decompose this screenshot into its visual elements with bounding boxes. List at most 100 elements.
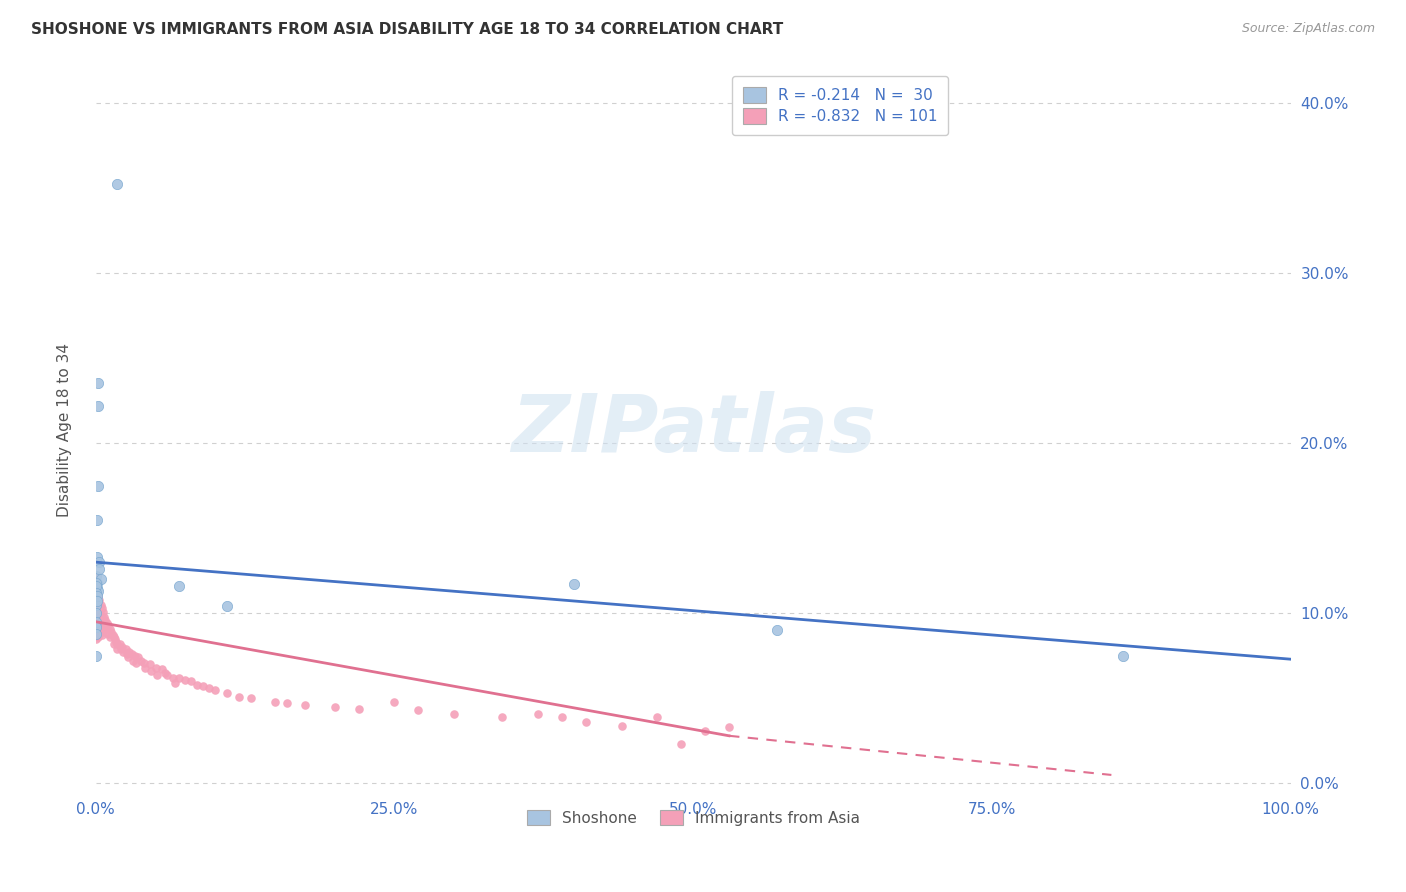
Legend: Shoshone, Immigrants from Asia: Shoshone, Immigrants from Asia [517, 801, 869, 835]
Point [198, 681, 221, 695]
Point [114, 642, 136, 657]
Point [89, 562, 111, 576]
Point [87, 589, 110, 603]
Point [84, 598, 107, 612]
Point [718, 720, 741, 734]
Point [180, 674, 202, 689]
Point [91, 615, 114, 629]
Point [110, 642, 132, 657]
Point [108, 637, 131, 651]
Point [87, 596, 110, 610]
Point [87, 615, 110, 629]
Point [162, 671, 184, 685]
Point [186, 678, 208, 692]
Point [766, 624, 789, 638]
Point [323, 699, 346, 714]
Point [89, 555, 111, 569]
Point [87, 606, 110, 620]
Point [84, 586, 107, 600]
Point [127, 650, 149, 665]
Point [647, 710, 669, 724]
Point [562, 577, 585, 591]
Point [145, 661, 167, 675]
Point [93, 618, 115, 632]
Point [111, 640, 134, 655]
Point [124, 648, 146, 663]
Point [610, 718, 633, 732]
Point [90, 611, 112, 625]
Point [86, 581, 108, 595]
Point [217, 686, 239, 700]
Point [90, 601, 112, 615]
Point [84, 575, 107, 590]
Point [240, 691, 263, 706]
Point [84, 615, 107, 629]
Point [112, 645, 135, 659]
Point [276, 697, 298, 711]
Point [86, 594, 108, 608]
Point [139, 664, 162, 678]
Point [103, 630, 125, 644]
Point [84, 624, 107, 638]
Point [89, 605, 111, 619]
Point [132, 656, 155, 670]
Point [86, 618, 108, 632]
Point [101, 628, 124, 642]
Point [84, 606, 107, 620]
Point [86, 513, 108, 527]
Point [89, 622, 111, 636]
Point [84, 648, 107, 663]
Point [264, 695, 287, 709]
Point [384, 695, 406, 709]
Point [163, 676, 186, 690]
Point [104, 632, 127, 646]
Point [156, 667, 179, 681]
Point [86, 575, 108, 590]
Point [84, 589, 107, 603]
Point [90, 628, 112, 642]
Point [86, 589, 108, 603]
Point [87, 376, 110, 391]
Point [84, 581, 107, 595]
Point [93, 609, 115, 624]
Y-axis label: Disability Age 18 to 34: Disability Age 18 to 34 [58, 343, 72, 517]
Point [105, 642, 128, 657]
Point [91, 605, 114, 619]
Point [527, 706, 550, 721]
Point [105, 635, 128, 649]
Point [121, 654, 143, 668]
Point [98, 622, 121, 636]
Point [129, 654, 152, 668]
Point [103, 637, 125, 651]
Point [100, 624, 122, 639]
Point [125, 656, 148, 670]
Text: ZIPatlas: ZIPatlas [510, 392, 876, 469]
Point [174, 673, 197, 687]
Point [575, 715, 598, 730]
Point [294, 698, 316, 713]
Point [121, 647, 143, 661]
Point [96, 616, 118, 631]
Point [347, 701, 370, 715]
Point [84, 598, 107, 612]
Point [87, 399, 110, 413]
Point [115, 647, 138, 661]
Point [217, 599, 239, 614]
Point [84, 568, 107, 582]
Point [87, 624, 110, 638]
Point [87, 584, 110, 599]
Point [87, 478, 110, 492]
Point [90, 620, 112, 634]
Point [551, 710, 574, 724]
Point [134, 661, 156, 675]
Text: Source: ZipAtlas.com: Source: ZipAtlas.com [1241, 22, 1375, 36]
Point [105, 178, 128, 192]
Point [105, 637, 128, 651]
Point [86, 611, 108, 625]
Point [84, 615, 107, 629]
Point [153, 665, 176, 680]
Point [86, 603, 108, 617]
Point [84, 568, 107, 582]
Point [118, 645, 141, 659]
Point [89, 613, 111, 627]
